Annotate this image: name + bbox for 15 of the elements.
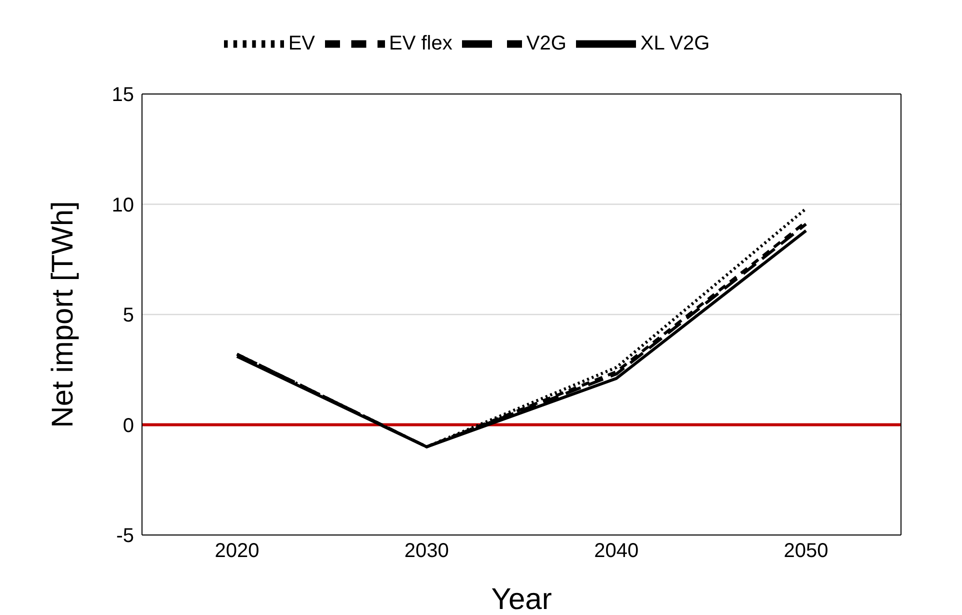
y-tick-label: 15 <box>112 84 134 106</box>
y-tick-label: 5 <box>122 304 134 327</box>
legend-label: EV flex <box>389 32 452 54</box>
y-tick-label: 10 <box>112 194 134 216</box>
x-tick-label: 2050 <box>784 540 828 562</box>
x-tick-label: 2030 <box>404 540 449 562</box>
y-tick-label: 0 <box>122 414 134 437</box>
legend-label: XL V2G <box>640 32 710 54</box>
y-tick-label: -5 <box>116 525 134 548</box>
x-tick-label: 2020 <box>214 540 260 562</box>
x-axis-title: Year <box>491 583 552 615</box>
x-tick-label: 2040 <box>594 540 639 562</box>
legend-label: EV <box>288 32 315 54</box>
legend-label: V2G <box>526 32 566 54</box>
y-axis-title: Net import [TWh] <box>46 201 80 428</box>
